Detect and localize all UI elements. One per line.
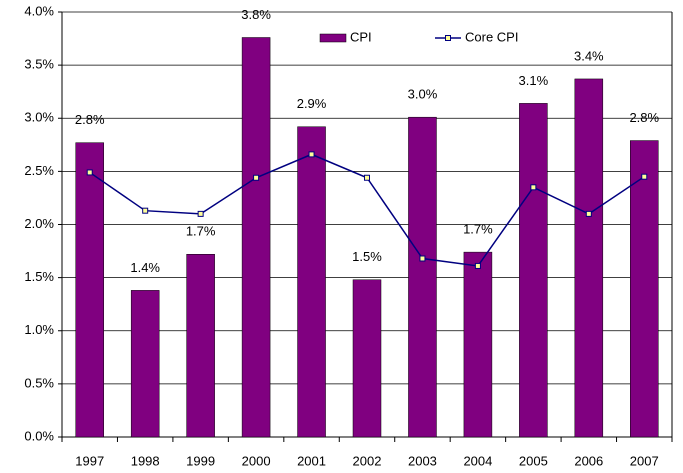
bar [574,78,604,438]
legend-label: Core CPI [465,29,518,44]
data-label: 3.4% [574,48,604,63]
x-tick-label: 2003 [408,453,437,468]
x-tick-label: 2007 [630,453,659,468]
y-tick-label: 2.5% [24,163,54,178]
data-label: 3.8% [241,7,271,22]
x-tick-label: 1999 [186,453,215,468]
x-tick-label: 2004 [463,453,492,468]
marker [364,174,370,181]
x-tick-label: 2002 [353,453,382,468]
legend-marker [445,35,451,41]
bar [630,140,659,438]
data-label: 1.4% [130,260,160,275]
x-tick-label: 1998 [131,453,160,468]
bar [463,251,493,438]
legend-swatch [319,33,347,43]
bar [75,142,104,438]
y-tick-label: 1.5% [24,269,54,284]
x-tick-label: 2000 [242,453,271,468]
data-label: 1.5% [352,249,382,264]
x-tick-label: 2001 [297,453,326,468]
data-label: 1.7% [186,224,216,239]
bar [241,37,271,438]
marker [308,151,315,158]
legend-label: CPI [350,29,372,44]
y-tick-label: 2.0% [24,216,54,231]
marker [86,169,93,176]
data-label: 2.8% [629,110,659,125]
marker [530,184,537,191]
bar [186,254,215,438]
data-label: 2.9% [297,96,327,111]
bar [297,126,326,438]
marker [142,207,149,214]
y-tick-label: 3.5% [24,57,54,72]
data-label: 3.0% [408,87,438,102]
data-label: 1.7% [463,222,493,237]
y-tick-label: 4.0% [24,3,54,18]
bar [352,279,382,438]
bar [519,103,548,438]
y-tick-label: 0.0% [24,428,54,443]
marker [419,255,426,262]
marker [585,210,592,217]
x-tick-label: 2006 [574,453,603,468]
marker [253,174,260,181]
data-label: 3.1% [519,73,549,88]
x-tick-label: 1997 [75,453,104,468]
data-label: 2.8% [75,112,105,127]
y-tick-label: 0.5% [24,375,54,390]
bar [130,290,160,438]
marker [641,173,648,180]
y-tick-label: 3.0% [24,110,54,125]
marker [474,262,481,269]
bar [408,116,437,438]
x-tick-label: 2005 [519,453,548,468]
marker [197,210,204,217]
y-tick-label: 1.0% [24,322,54,337]
